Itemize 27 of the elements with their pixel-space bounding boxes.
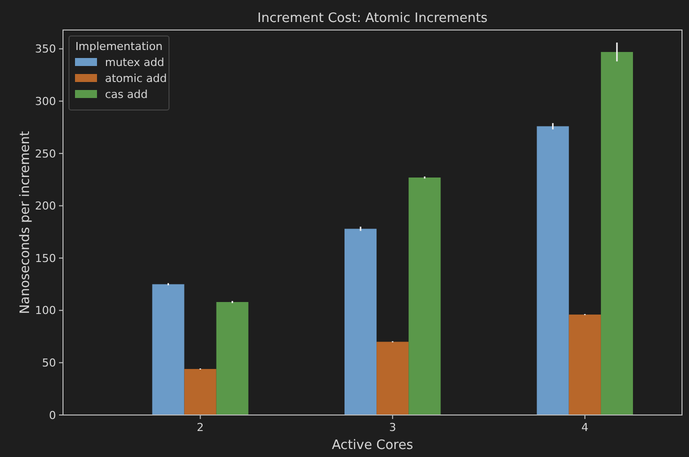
legend-title: Implementation: [75, 40, 163, 53]
bar: [536, 126, 569, 415]
bar: [568, 314, 601, 415]
bar: [376, 342, 409, 415]
x-tick-label: 3: [389, 421, 396, 434]
bar: [184, 368, 216, 415]
x-axis-title: Active Cores: [332, 438, 414, 453]
legend-label: atomic add: [105, 72, 167, 85]
bar: [216, 302, 248, 415]
y-tick-label: 350: [35, 42, 56, 56]
y-tick-label: 250: [35, 147, 56, 160]
y-tick-label: 150: [35, 252, 56, 265]
bar: [344, 228, 377, 415]
y-tick-label: 50: [42, 356, 56, 370]
legend-label: cas add: [105, 88, 148, 101]
y-tick-label: 300: [35, 94, 56, 108]
y-tick-label: 100: [35, 304, 56, 318]
y-tick-label: 0: [49, 408, 56, 422]
bar: [600, 52, 633, 415]
chart-title: Increment Cost: Atomic Increments: [257, 11, 488, 26]
legend-label: mutex add: [105, 56, 164, 69]
y-axis-title: Nanoseconds per increment: [18, 131, 33, 314]
y-tick-label: 200: [35, 200, 56, 213]
x-tick-label: 2: [196, 421, 204, 434]
bar: [408, 178, 441, 415]
bar: [152, 284, 184, 415]
x-tick-label: 4: [581, 421, 588, 434]
